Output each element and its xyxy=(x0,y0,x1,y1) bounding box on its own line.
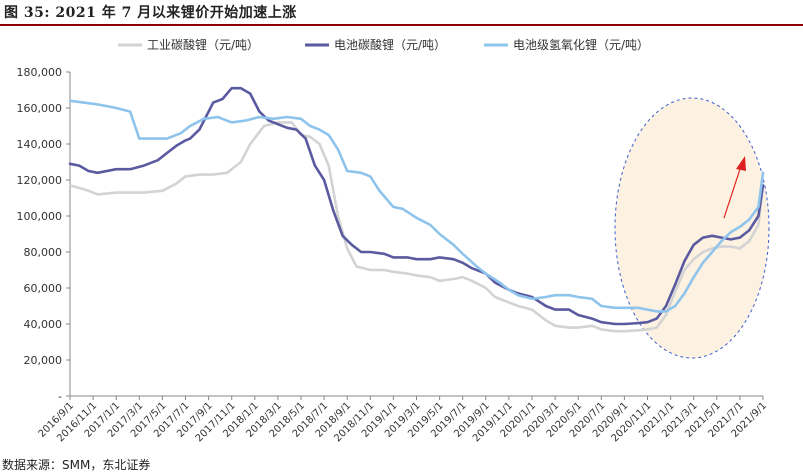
line-chart: - 20,000 40,000 60,000 80,000 100,000 120,000 1… xyxy=(17,37,770,444)
highlight-ellipse xyxy=(614,97,770,359)
trend-arrow xyxy=(723,156,746,219)
trend-arrow-head xyxy=(736,156,746,171)
figure-title: 图 35: 2021 年 7 月以来锂价开始加速上涨 xyxy=(4,5,297,21)
legend-label-2: 电池碳酸锂（元/吨） xyxy=(334,37,446,52)
y-tick-label: 80,000 xyxy=(24,246,63,259)
y-tick-label: 60,000 xyxy=(24,282,63,295)
highlight-ellipse-shape xyxy=(614,97,770,359)
y-tick-label: 100,000 xyxy=(17,210,63,223)
legend-label-1: 工业碳酸锂（元/吨） xyxy=(147,37,259,52)
y-tick-label: 160,000 xyxy=(17,102,63,115)
source-note: 数据来源：SMM，东北证券 xyxy=(2,458,151,472)
y-tick-label: 40,000 xyxy=(24,318,63,331)
y-tick-label: 140,000 xyxy=(17,138,63,151)
y-tick-label: 120,000 xyxy=(17,174,63,187)
series-lines xyxy=(68,86,765,333)
y-tick-label: 20,000 xyxy=(24,354,63,367)
trend-arrow-shaft xyxy=(723,165,742,219)
series-line-1 xyxy=(68,121,765,333)
legend-label-3: 电池级氢氧化锂（元/吨） xyxy=(513,37,649,52)
y-tick-label: - xyxy=(58,390,62,403)
title-rule xyxy=(0,24,803,26)
legend: 工业碳酸锂（元/吨） 电池碳酸锂（元/吨） 电池级氢氧化锂（元/吨） xyxy=(118,37,649,52)
series-line-3 xyxy=(68,99,765,313)
y-tick-label: 180,000 xyxy=(17,66,63,79)
chart-axes xyxy=(66,71,764,400)
y-tick-labels: - 20,000 40,000 60,000 80,000 100,000 120,000 1… xyxy=(17,66,63,403)
x-tick-labels: 2016/9/12016/11/12017/1/12017/3/12017/5/… xyxy=(37,400,770,444)
